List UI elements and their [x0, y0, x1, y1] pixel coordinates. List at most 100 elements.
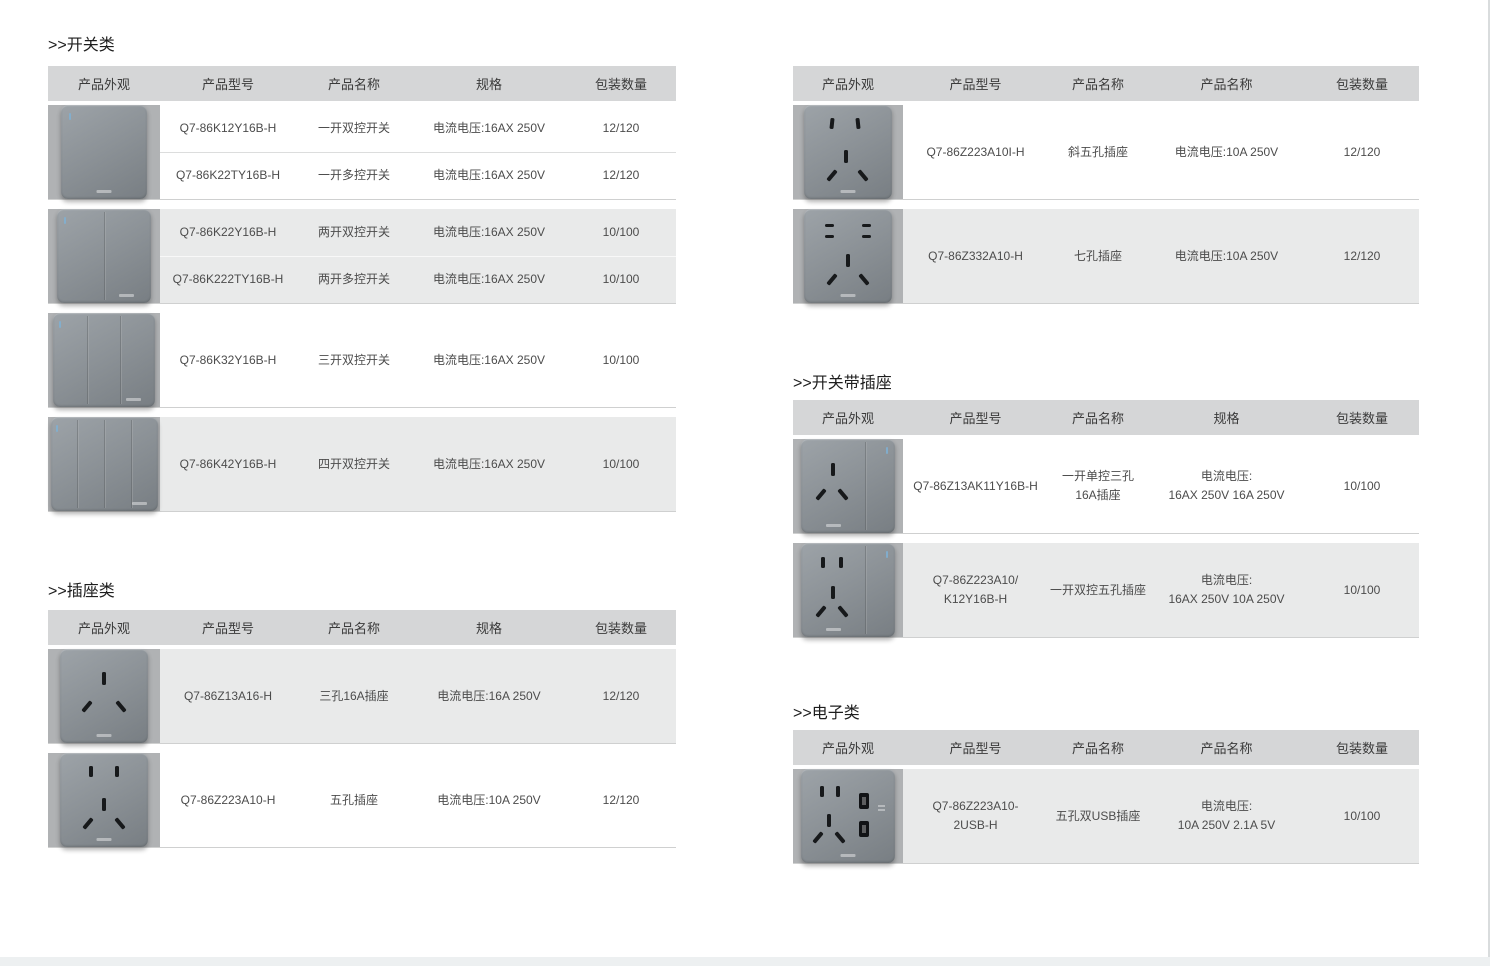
product-group: Q7-86Z223A10I-H 斜五孔插座 电流电压:10A 250V 12/1…	[793, 105, 1419, 200]
group-rows: Q7-86Z13A16-H 三孔16A插座 电流电压:16A 250V 12/1…	[160, 649, 676, 743]
column-header-appearance: 产品外观	[821, 77, 874, 92]
indicator-led	[55, 424, 58, 432]
product-image-cell	[48, 649, 160, 743]
socket-pin	[837, 605, 850, 618]
usb-port-icon	[859, 820, 870, 837]
product-photo-switch-1gang-icon	[61, 105, 147, 199]
product-image-cell	[793, 769, 903, 863]
product-photo-switch-2gang-icon	[57, 209, 151, 303]
product-table-sockets-continued: 产品外观 产品型号 产品名称 产品名称 包装数量	[793, 66, 1419, 304]
cell-spec: 电流电压:16AX 250V	[432, 224, 546, 239]
logo-mark	[826, 628, 842, 631]
socket-pin	[846, 254, 850, 268]
section-heading-switch-socket: >>开关带插座	[793, 375, 892, 392]
cell-spec: 电流电压:16AX 250V	[432, 272, 546, 287]
column-header-qty: 包装数量	[1335, 741, 1388, 756]
logo-mark	[840, 294, 856, 297]
indicator-led	[68, 112, 71, 120]
section-heading-electronics: >>电子类	[793, 705, 860, 722]
column-header-qty: 包装数量	[594, 621, 647, 636]
logo-mark	[826, 524, 842, 527]
cell-qty: 10/100	[602, 456, 640, 471]
gang-divider	[77, 420, 80, 508]
cell-name: 三孔16A插座	[319, 688, 389, 703]
column-header-model: 产品型号	[949, 77, 1002, 92]
page-edge-line	[1488, 0, 1490, 966]
socket-pin	[838, 557, 843, 569]
socket-pin	[102, 798, 106, 812]
product-group: Q7-86Z332A10-H 七孔插座 电流电压:10A 250V 12/120	[793, 209, 1419, 304]
cell-name: 一开多控开关	[317, 168, 390, 183]
socket-pin	[833, 831, 846, 844]
gang-divider	[86, 316, 89, 404]
table-row: Q7-86Z332A10-H 七孔插座 电流电压:10A 250V 12/120	[903, 209, 1419, 303]
socket-pin	[114, 817, 127, 830]
product-group: Q7-86Z223A10-H 五孔插座 电流电压:10A 250V 12/120	[48, 753, 676, 848]
table-row: Q7-86K32Y16B-H 三开双控开关 电流电压:16AX 250V 10/…	[160, 313, 676, 407]
product-group: Q7-86K12Y16B-H 一开双控开关 电流电压:16AX 250V 12/…	[48, 105, 676, 200]
product-group: Q7-86K32Y16B-H 三开双控开关 电流电压:16AX 250V 10/…	[48, 313, 676, 408]
cell-name: 四开双控开关	[317, 456, 390, 471]
socket-pin	[830, 586, 835, 600]
cell-name: 一开单控三孔 16A插座	[1061, 469, 1134, 502]
cell-qty: 10/100	[1343, 582, 1381, 597]
product-photo-switch-4gang-icon	[50, 417, 158, 511]
cell-name: 一开双控五孔插座	[1049, 582, 1146, 597]
cell-spec: 电流电压:16AX 250V	[432, 352, 546, 367]
socket-pin	[844, 150, 849, 164]
socket-pin	[825, 224, 835, 228]
column-header-model: 产品型号	[949, 741, 1002, 756]
cell-spec: 电流电压:16AX 250V	[432, 168, 546, 183]
cell-qty: 10/100	[602, 224, 640, 239]
left-column: >>开关类 产品外观 产品型号 产品名称 规格 包装数量 Q7-86	[48, 0, 676, 857]
table-header-row: 产品外观 产品型号 产品名称 产品名称 包装数量	[793, 66, 1419, 101]
logo-mark	[126, 398, 142, 401]
column-header-model: 产品型号	[201, 621, 254, 636]
table-row: Q7-86K12Y16B-H 一开双控开关 电流电压:16AX 250V 12/…	[160, 105, 676, 152]
product-image-cell	[48, 209, 160, 303]
group-rows: Q7-86Z223A10- 2USB-H 五孔双USB插座 电流电压: 10A 25…	[903, 769, 1419, 863]
socket-pin	[812, 831, 824, 844]
socket-pin	[830, 463, 835, 477]
column-header-name-2: 产品名称	[1200, 741, 1253, 756]
cell-name: 五孔插座	[329, 792, 378, 807]
cell-spec: 电流电压:16AX 250V	[432, 120, 546, 135]
group-rows: Q7-86Z332A10-H 七孔插座 电流电压:10A 250V 12/120	[903, 209, 1419, 303]
column-header-name: 产品名称	[1071, 411, 1124, 426]
logo-mark	[96, 734, 112, 737]
cell-model: Q7-86Z332A10-H	[928, 248, 1023, 263]
cell-qty: 10/100	[1343, 478, 1381, 493]
usb-label-mark	[878, 804, 886, 807]
product-group: Q7-86K42Y16B-H 四开双控开关 电流电压:16AX 250V 10/…	[48, 417, 676, 512]
cell-spec: 电流电压: 16AX 250V 10A 250V	[1168, 573, 1285, 606]
table-header-row: 产品外观 产品型号 产品名称 规格 包装数量	[793, 400, 1419, 435]
socket-pin	[815, 605, 827, 618]
socket-pin	[835, 785, 840, 797]
section-heading-switches: >>开关类	[48, 37, 115, 54]
table-row: Q7-86Z13A16-H 三孔16A插座 电流电压:16A 250V 12/1…	[160, 649, 676, 743]
group-rows: Q7-86Z13AK11Y16B-H 一开单控三孔 16A插座 电流电压: 16AX…	[903, 439, 1419, 533]
socket-pin	[825, 169, 838, 182]
product-table-electronics: 产品外观 产品型号 产品名称 产品名称 包装数量	[793, 730, 1419, 864]
socket-pin	[855, 117, 861, 130]
indicator-led	[886, 446, 889, 454]
product-image-cell	[48, 105, 160, 199]
cell-model: Q7-86K222TY16B-H	[172, 272, 284, 287]
group-rows: Q7-86K42Y16B-H 四开双控开关 电流电压:16AX 250V 10/…	[160, 417, 676, 511]
column-header-name: 产品名称	[1071, 741, 1124, 756]
product-table-sockets: 产品外观 产品型号 产品名称 规格 包装数量 Q7-86Z	[48, 610, 676, 848]
cell-spec: 电流电压:16AX 250V	[432, 456, 546, 471]
footer-strip	[0, 957, 1490, 966]
table-row: Q7-86K222TY16B-H 两开多控开关 电流电压:16AX 250V 1…	[160, 257, 676, 304]
product-image-cell	[48, 417, 160, 511]
cell-name: 五孔双USB插座	[1055, 808, 1141, 823]
group-rows: Q7-86Z223A10I-H 斜五孔插座 电流电压:10A 250V 12/1…	[903, 105, 1419, 199]
cell-name: 三开双控开关	[317, 352, 390, 367]
gang-divider	[104, 212, 106, 300]
cell-model: Q7-86K12Y16B-H	[179, 120, 277, 135]
cell-qty: 12/120	[602, 168, 640, 183]
socket-pin	[827, 814, 832, 828]
group-rows: Q7-86Z223A10/K12Y16B-H 一开双控五孔插座 电流电压: 16A…	[903, 543, 1419, 637]
indicator-led	[59, 320, 62, 328]
